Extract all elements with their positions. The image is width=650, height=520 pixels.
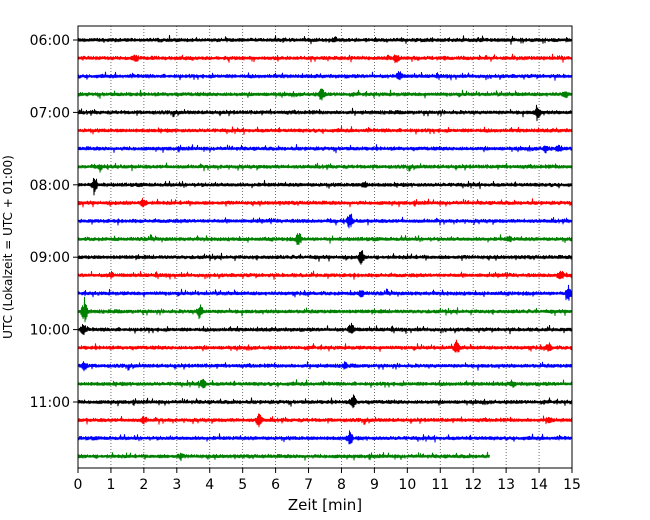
- trace-line: [77, 232, 573, 245]
- x-tick-label: 13: [497, 477, 515, 493]
- x-tick-label: 1: [106, 477, 115, 493]
- x-tick-label: 7: [304, 477, 313, 493]
- x-tick-label: 5: [238, 477, 247, 493]
- trace-line: [77, 34, 573, 45]
- trace-line: [77, 339, 573, 353]
- y-tick-label: 11:00: [30, 395, 70, 411]
- x-tick-label: 10: [398, 477, 416, 493]
- trace-line: [77, 284, 573, 301]
- trace-line: [77, 430, 573, 445]
- trace-line: [77, 322, 573, 336]
- y-tick-label: 07:00: [30, 105, 70, 121]
- trace-line: [77, 88, 573, 101]
- trace-line: [77, 394, 573, 409]
- y-tick-label: 08:00: [30, 178, 70, 194]
- trace-line: [77, 296, 573, 323]
- y-tick-label: 09:00: [30, 250, 70, 266]
- y-tick-label: 10:00: [30, 323, 70, 339]
- trace-line: [77, 213, 573, 229]
- y-axis-label: UTC (Lokalzeit = UTC + 01:00): [1, 155, 15, 339]
- trace-line: [77, 451, 490, 462]
- trace-line: [77, 53, 573, 64]
- trace-line: [77, 413, 573, 428]
- x-tick-label: 8: [337, 477, 346, 493]
- x-tick-label: 9: [370, 477, 379, 493]
- trace-line: [77, 162, 573, 173]
- x-tick-label: 2: [139, 477, 148, 493]
- trace-line: [77, 197, 573, 208]
- x-tick-label: 15: [563, 477, 581, 493]
- x-tick-label: 14: [530, 477, 548, 493]
- trace-line: [77, 125, 573, 135]
- trace-line: [77, 270, 573, 280]
- trace-line: [77, 144, 573, 154]
- plot-frame: [77, 25, 573, 469]
- x-tick-label: 0: [74, 477, 83, 493]
- trace-line: [77, 71, 573, 81]
- y-ticks: 06:00 07:00 08:00 09:00 10:00 11:00: [30, 33, 78, 411]
- x-tick-label: 6: [271, 477, 280, 493]
- trace-line: [77, 378, 573, 389]
- trace-line: [77, 104, 573, 122]
- trace-series: [77, 34, 573, 462]
- trace-line: [77, 361, 573, 372]
- y-tick-label: 06:00: [30, 33, 70, 49]
- x-tick-label: 3: [172, 477, 181, 493]
- trace-line: [77, 250, 573, 265]
- x-tick-label: 12: [464, 477, 482, 493]
- trace-line: [77, 177, 573, 196]
- x-axis-label: Zeit [min]: [288, 496, 362, 514]
- x-tick-label: 11: [431, 477, 449, 493]
- x-ticks: 0 1 2 3 4 5 6 7 8 9 10 11 12 13 14 15: [74, 468, 581, 493]
- x-tick-label: 4: [205, 477, 214, 493]
